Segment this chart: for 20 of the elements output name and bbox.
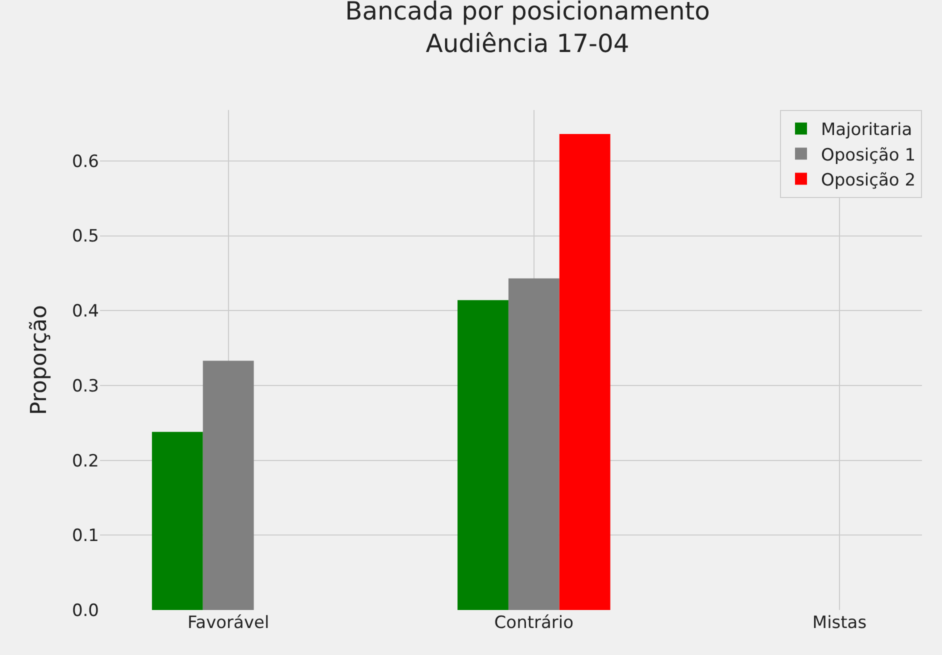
y-tick-label: 0.3 (72, 376, 99, 396)
x-tick-label: Favorável (187, 613, 270, 633)
y-tick-label: 0.1 (72, 526, 99, 546)
x-tick-label: Mistas (812, 613, 867, 633)
y-tick-label: 0.2 (72, 451, 99, 472)
bar (508, 278, 560, 610)
text: 0.0 (72, 600, 99, 621)
y-axis-title: Proporção (27, 305, 52, 415)
chart-title: Bancada por posicionamento Audiência 17-04 (345, 0, 710, 58)
bar (152, 432, 203, 610)
legend-label: Oposição 2 (821, 170, 916, 190)
y-tick-label: 0.5 (72, 226, 99, 247)
x-tick-label: Contrário (494, 613, 574, 633)
legend-label: Majoritaria (821, 120, 912, 140)
bar (559, 134, 610, 610)
bar (202, 360, 254, 610)
y-tick-label: 0.6 (72, 152, 99, 172)
legend-label: Oposição 1 (821, 145, 916, 166)
bar (458, 300, 508, 610)
y-tick-label: 0.4 (72, 302, 99, 322)
